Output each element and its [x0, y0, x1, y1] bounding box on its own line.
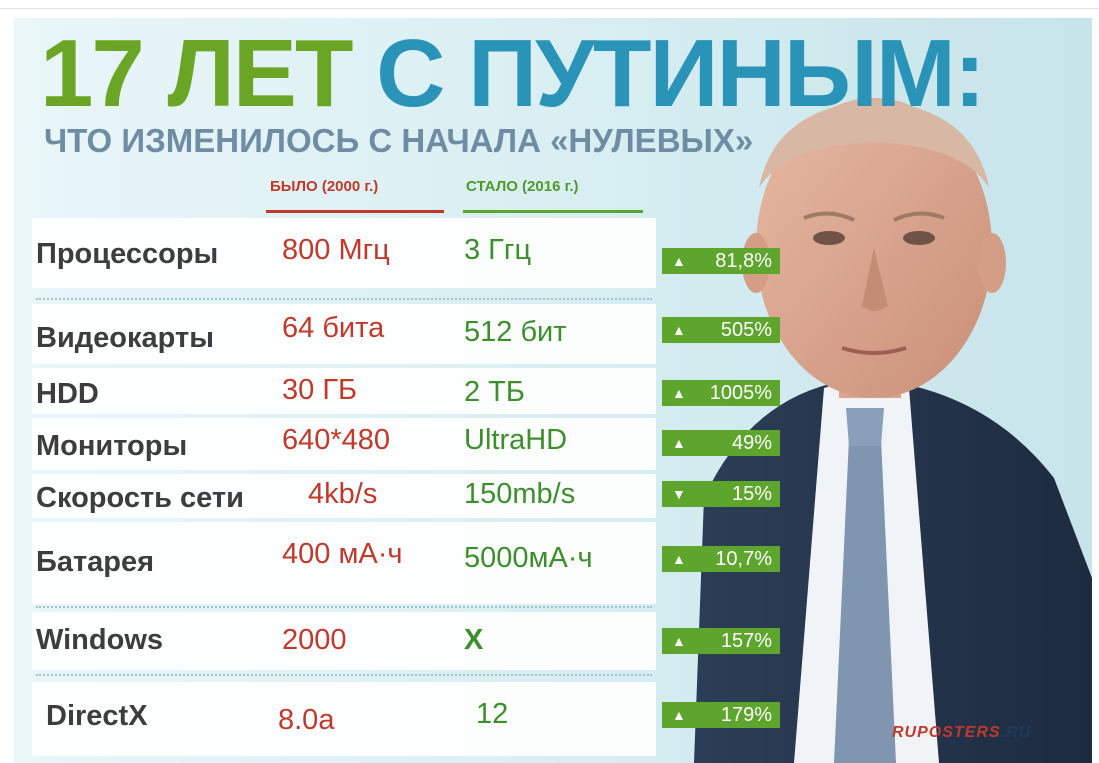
- row-before-value: 640*480: [282, 424, 391, 456]
- column-header-after: СТАЛО (2016 г.): [466, 178, 579, 195]
- change-value: 1005%: [709, 381, 772, 404]
- table-row: Батарея 400 мА·ч 5000мА·ч: [32, 522, 656, 604]
- row-after-value: 5000мА·ч: [464, 542, 593, 574]
- up-arrow-icon: ▲: [672, 551, 686, 567]
- title-years: 17 ЛЕТ: [40, 20, 353, 127]
- row-after-value: 3 Ггц: [464, 234, 532, 266]
- table-row: Видеокарты 64 бита 512 бит: [32, 304, 656, 364]
- top-border: [0, 0, 1099, 9]
- portrait-illustration: [694, 98, 1092, 763]
- logo-main: RUPOSTERS: [892, 724, 1001, 741]
- row-name: Windows: [36, 624, 164, 656]
- table-row: HDD 30 ГБ 2 ТБ: [32, 368, 656, 414]
- table-row: Мониторы 640*480 UltraHD: [32, 418, 656, 470]
- change-value: 505%: [720, 318, 772, 341]
- row-divider: [36, 674, 652, 676]
- row-divider: [36, 298, 652, 300]
- row-before-value: 8.0a: [278, 704, 335, 736]
- row-name: DirectX: [46, 700, 148, 732]
- up-arrow-icon: ▲: [672, 707, 686, 723]
- up-arrow-icon: ▲: [672, 253, 686, 269]
- row-after-value: X: [464, 624, 484, 656]
- change-badge: ▲ 49%: [662, 430, 780, 456]
- row-after-value: UltraHD: [464, 424, 568, 456]
- row-divider: [36, 606, 652, 608]
- change-value: 49%: [731, 431, 772, 454]
- change-value: 179%: [720, 703, 772, 726]
- up-arrow-icon: ▲: [672, 633, 686, 649]
- table-row: Процессоры 800 Мгц 3 Ггц: [32, 218, 656, 288]
- row-before-value: 4kb/s: [308, 478, 378, 510]
- down-arrow-icon: ▼: [672, 486, 686, 502]
- change-badge: ▲ 505%: [662, 317, 780, 343]
- row-name: HDD: [36, 378, 99, 410]
- row-before-value: 64 бита: [282, 312, 385, 344]
- change-badge: ▲ 10,7%: [662, 546, 780, 572]
- poster-subtitle: ЧТО ИЗМЕНИЛОСЬ С НАЧАЛА «НУЛЕВЫХ»: [44, 122, 754, 159]
- row-before-value: 800 Мгц: [282, 234, 390, 266]
- change-badge: ▲ 81,8%: [662, 248, 780, 274]
- column-header-before: БЫЛО (2000 г.): [270, 178, 379, 195]
- row-name: Скорость сети: [36, 482, 244, 514]
- row-after-value: 2 ТБ: [464, 376, 525, 408]
- infographic-poster: 17 ЛЕТ С ПУТИНЫМ: ЧТО ИЗМЕНИЛОСЬ С НАЧАЛ…: [14, 18, 1092, 763]
- column-underline-after: [463, 210, 643, 213]
- table-row: DirectX 8.0a 12: [32, 682, 656, 756]
- poster-title: 17 ЛЕТ С ПУТИНЫМ:: [40, 26, 986, 122]
- row-name: Батарея: [36, 546, 155, 578]
- change-value: 10,7%: [715, 547, 772, 570]
- ruposters-logo: RUPOSTERS.RU: [892, 724, 1031, 742]
- logo-suffix: .RU: [1000, 724, 1032, 741]
- change-badge: ▲ 157%: [662, 628, 780, 654]
- row-before-value: 30 ГБ: [282, 374, 358, 406]
- column-underline-before: [266, 210, 444, 213]
- table-row: Скорость сети 4kb/s 150mb/s: [32, 474, 656, 518]
- title-with-putin: С ПУТИНЫМ:: [376, 20, 986, 127]
- row-after-value: 512 бит: [464, 316, 567, 348]
- change-badge: ▲ 179%: [662, 702, 780, 728]
- row-before-value: 400 мА·ч: [282, 538, 403, 570]
- row-name: Видеокарты: [36, 322, 214, 354]
- change-value: 157%: [720, 629, 772, 652]
- row-after-value: 12: [476, 698, 509, 730]
- change-badge: ▼ 15%: [662, 481, 780, 507]
- change-value: 15%: [731, 482, 772, 505]
- row-name: Мониторы: [36, 430, 188, 462]
- change-value: 81,8%: [715, 249, 772, 272]
- row-name: Процессоры: [36, 238, 219, 270]
- up-arrow-icon: ▲: [672, 385, 686, 401]
- row-before-value: 2000: [282, 624, 347, 656]
- up-arrow-icon: ▲: [672, 322, 686, 338]
- row-after-value: 150mb/s: [464, 478, 576, 510]
- table-row: Windows 2000 X: [32, 612, 656, 670]
- up-arrow-icon: ▲: [672, 435, 686, 451]
- change-badge: ▲ 1005%: [662, 380, 780, 406]
